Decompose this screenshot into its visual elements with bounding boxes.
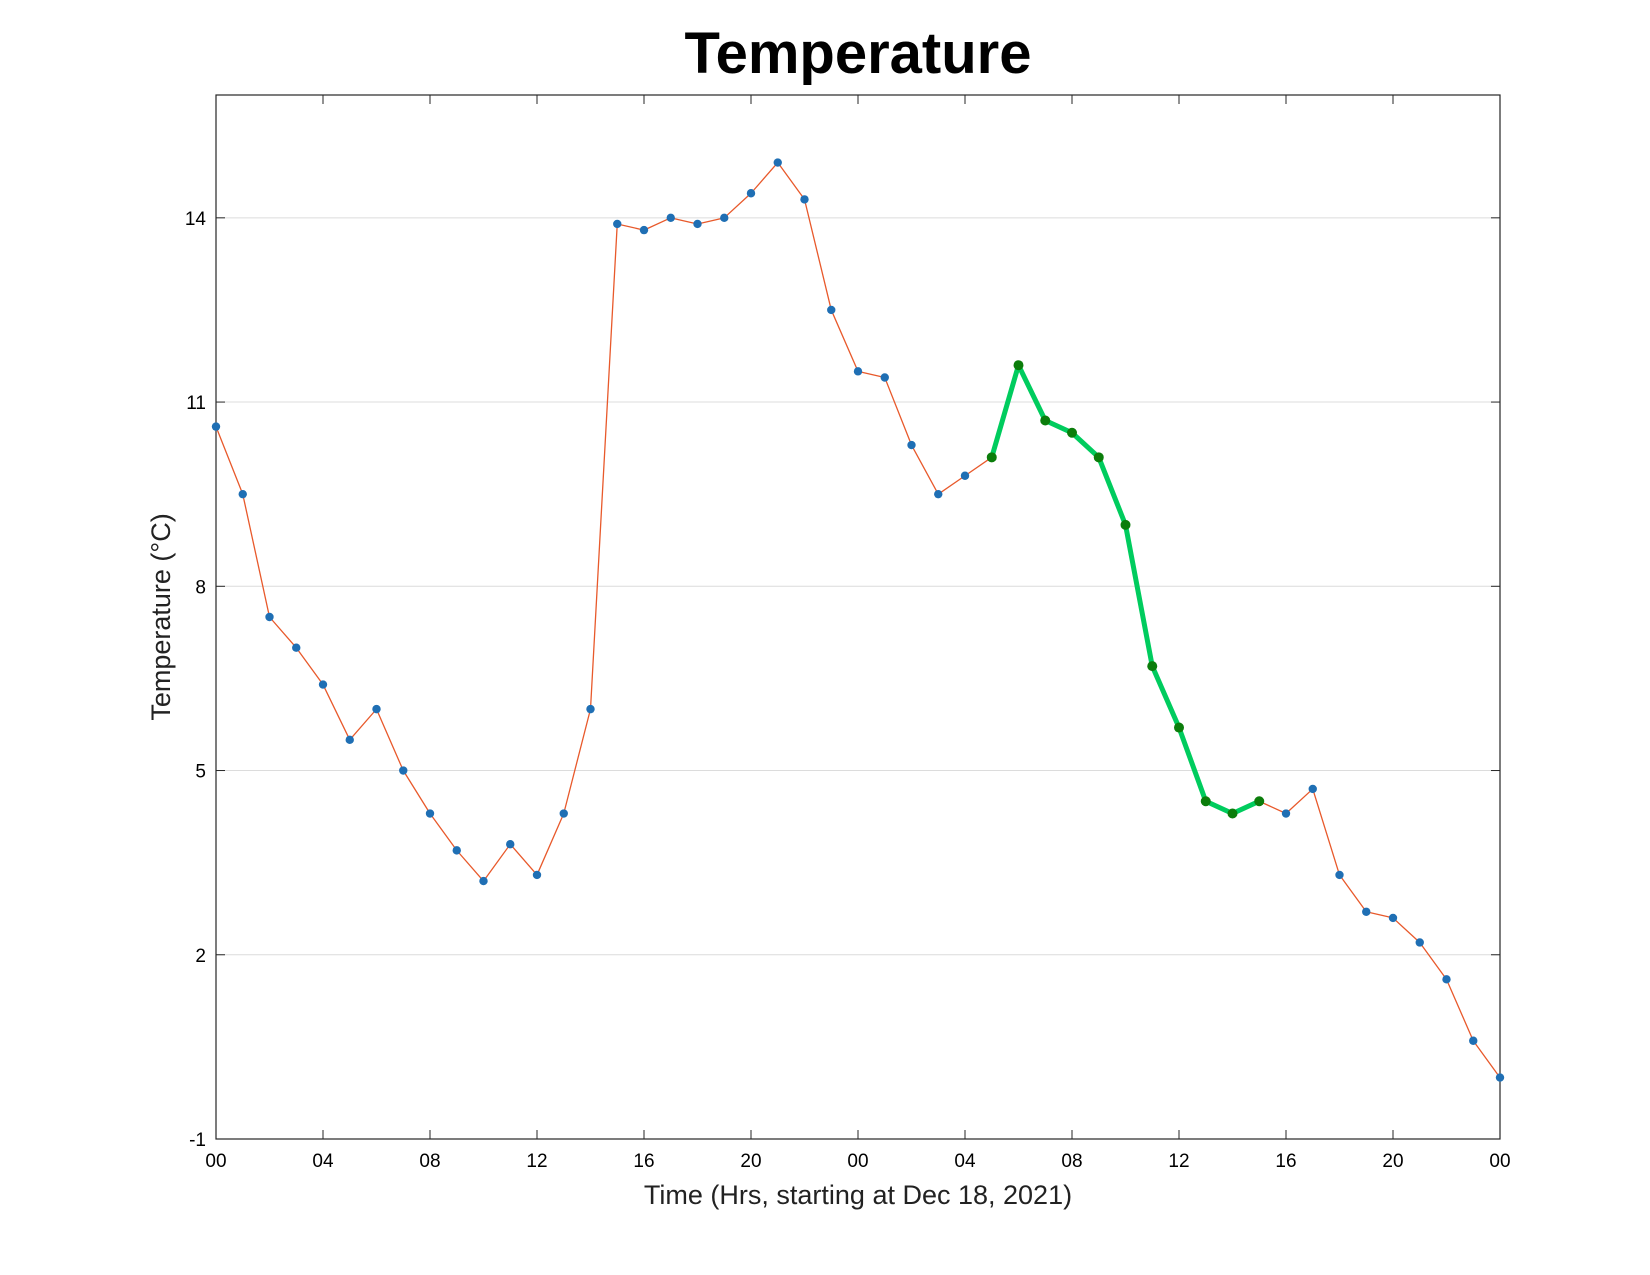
data-point: [639, 225, 649, 235]
x-tick-label: 20: [1382, 1151, 1403, 1172]
x-tick-label: 16: [1275, 1151, 1296, 1172]
x-tick-label: 04: [954, 1151, 976, 1172]
x-tick-label: 08: [419, 1151, 440, 1172]
data-point: [1308, 784, 1317, 794]
data-point: [425, 809, 435, 818]
highlighted-series-line: [989, 362, 1262, 817]
data-point: [1362, 907, 1371, 916]
data-point: [1335, 870, 1344, 880]
data-point: [532, 870, 542, 880]
axis-ticks: -1 2 5 8 11 14 00 04 08 12 16 20 00 04 08 12 16 20 00: [185, 95, 1511, 1172]
highlighted-data-point: [1040, 415, 1051, 426]
data-point: [773, 158, 782, 167]
x-tick-label: 00: [1489, 1151, 1510, 1172]
x-tick-label: 12: [1168, 1151, 1189, 1172]
data-point: [452, 846, 461, 855]
data-point: [693, 219, 702, 229]
x-tick-label: 16: [633, 1151, 654, 1172]
data-point: [720, 213, 729, 223]
data-point: [907, 440, 916, 450]
data-point: [506, 840, 515, 849]
data-point: [559, 809, 568, 818]
highlighted-data-point: [1120, 519, 1131, 530]
data-point: [1495, 1073, 1505, 1082]
highlighted-data-point: [1174, 722, 1184, 733]
data-point: [586, 704, 595, 714]
data-point: [827, 305, 836, 315]
x-tick-label: 20: [740, 1151, 761, 1172]
data-point: [1415, 938, 1424, 947]
y-tick-label: 14: [185, 209, 207, 230]
y-tick-label: 2: [195, 946, 206, 967]
x-tick-label: 00: [205, 1151, 226, 1172]
highlighted-data-point: [1147, 661, 1158, 672]
y-tick-label: 11: [186, 393, 206, 414]
data-point: [479, 876, 488, 886]
y-axis-label: Temperature (°C): [146, 513, 176, 720]
y-tick-label: -1: [189, 1130, 206, 1151]
data-point: [211, 422, 221, 431]
series-group: [211, 158, 1505, 1082]
data-point: [880, 373, 889, 382]
highlighted-data-point: [1067, 427, 1077, 438]
data-point: [345, 735, 354, 745]
y-tick-label: 8: [195, 577, 206, 598]
data-point: [265, 612, 274, 622]
data-point: [292, 643, 301, 652]
data-point: [800, 195, 809, 204]
data-point: [372, 704, 381, 714]
chart-title: Temperature: [684, 21, 1031, 86]
data-point: [666, 213, 675, 223]
x-tick-label: 04: [312, 1151, 334, 1172]
data-point: [238, 489, 247, 499]
grid-lines: [216, 217, 1500, 956]
data-point: [318, 680, 328, 689]
x-tick-label: 08: [1061, 1151, 1082, 1172]
highlighted-data-point: [1254, 796, 1265, 807]
data-point: [853, 367, 863, 376]
highlighted-data-point: [1227, 808, 1238, 819]
data-point: [960, 471, 970, 480]
highlighted-data-point: [986, 452, 997, 463]
highlighted-data-point: [1013, 360, 1024, 371]
x-tick-label: 00: [847, 1151, 868, 1172]
highlighted-data-point: [1093, 452, 1104, 463]
temperature-series-line: [215, 161, 1501, 1079]
data-point: [1388, 913, 1398, 923]
plot-area-frame: [215, 94, 1501, 1140]
data-point: [399, 766, 408, 775]
data-point: [1442, 975, 1451, 984]
data-point: [934, 489, 943, 499]
data-point: [746, 189, 756, 198]
x-tick-label: 12: [526, 1151, 547, 1172]
data-point: [1469, 1036, 1478, 1045]
y-tick-label: 5: [195, 762, 206, 783]
x-axis-label: Time (Hrs, starting at Dec 18, 2021): [644, 1180, 1072, 1210]
data-point: [1281, 809, 1291, 818]
data-point: [613, 219, 622, 229]
highlighted-data-point: [1200, 796, 1211, 807]
